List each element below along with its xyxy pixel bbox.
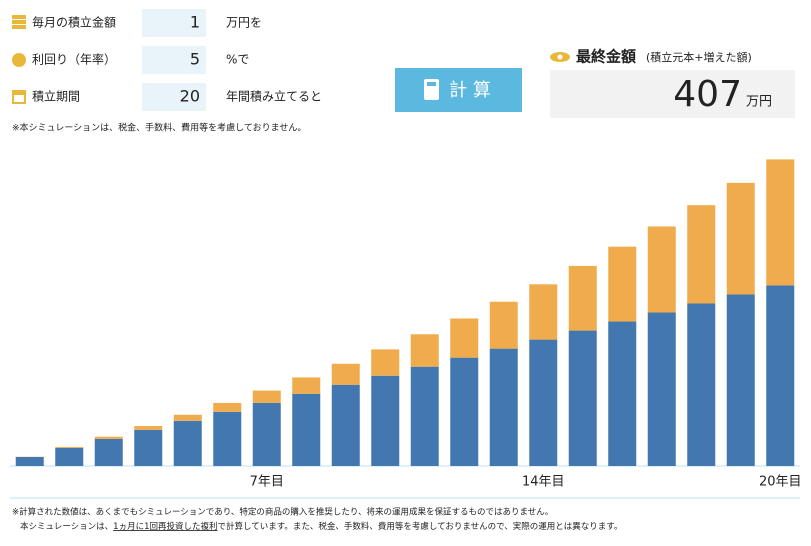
field-label: 積立期間 xyxy=(32,89,80,104)
calc-button[interactable] xyxy=(395,68,522,112)
coin-icon xyxy=(12,15,26,29)
x-tick-label: 20年目 xyxy=(759,475,802,490)
bar-segment xyxy=(292,393,321,466)
bar-segment xyxy=(647,226,676,313)
bar-segment xyxy=(687,205,716,304)
result-unit: 万円 xyxy=(746,95,772,110)
bar-segment xyxy=(687,303,716,466)
x-tick-label: 14年目 xyxy=(522,475,565,490)
footer-note: ※計算された数値は、あくまでもシミュレーションであり、特定の商品の購入を推奨した… xyxy=(12,507,553,518)
bar-segment xyxy=(15,456,44,466)
bar-segment xyxy=(55,447,84,466)
bar-segment xyxy=(134,426,163,430)
field-unit: %で xyxy=(226,53,249,67)
input-box[interactable] xyxy=(142,46,206,74)
bar-segment xyxy=(608,246,637,322)
footer-link: 1ヵ月に1回再投資した複利 xyxy=(113,521,217,532)
footer-part: 本シミュレーションは、 xyxy=(20,521,113,532)
bar-segment xyxy=(134,429,163,466)
field-label: 毎月の積立金額 xyxy=(32,15,116,30)
eye-icon xyxy=(550,52,570,62)
bar-segment xyxy=(371,349,400,376)
button-label[interactable]: 計 算 xyxy=(449,80,491,101)
result-title: 最終金額 xyxy=(576,48,636,66)
bar-segment xyxy=(450,357,479,466)
bar-segment xyxy=(647,312,676,466)
bar-segment xyxy=(489,301,518,349)
result-value: 407 xyxy=(673,74,742,115)
field-value: 5 xyxy=(190,50,200,69)
bar-segment xyxy=(94,436,123,439)
calendar-icon xyxy=(12,90,26,104)
bar-segment xyxy=(489,348,518,466)
bar-segment xyxy=(410,334,439,367)
footer-note: 本シミュレーションは、1ヵ月に1回再投資した複利で計算しています。また、税金、手… xyxy=(20,521,622,532)
bar-segment xyxy=(766,285,795,466)
bar-segment xyxy=(450,318,479,358)
bar-segment xyxy=(726,294,755,466)
bar-segment xyxy=(213,402,242,412)
bar-segment xyxy=(252,390,281,403)
bar-segment xyxy=(568,265,597,331)
field-label: 利回り（年率） xyxy=(32,52,116,67)
bar-segment xyxy=(173,420,202,466)
bar-segment xyxy=(568,330,597,466)
bar-segment xyxy=(331,363,360,385)
bar-segment xyxy=(173,414,202,421)
input-box[interactable] xyxy=(142,9,206,37)
bar-segment xyxy=(94,438,123,466)
bar-segment xyxy=(766,159,795,286)
result-box xyxy=(550,70,795,118)
bar-segment xyxy=(410,366,439,466)
percent-icon xyxy=(12,53,26,67)
field-value: 20 xyxy=(180,87,200,106)
bar-segment xyxy=(292,377,321,394)
field-unit: 万円を xyxy=(226,16,262,30)
bar-segment xyxy=(371,375,400,466)
calc-icon xyxy=(424,79,439,100)
result-subtitle: (積立元本+増えた額) xyxy=(646,50,752,64)
bar-segment xyxy=(529,339,558,466)
bar-segment xyxy=(252,402,281,466)
field-value: 1 xyxy=(190,13,200,32)
x-tick-label: 7年目 xyxy=(250,475,284,490)
footer-part: で計算しています。また、税金、手数料、費用等を考慮しておりませんので、実際の運用… xyxy=(218,521,623,532)
input-box[interactable] xyxy=(142,83,206,111)
bar-segment xyxy=(608,321,637,466)
bar-segment xyxy=(55,446,84,448)
bar-segment xyxy=(331,384,360,466)
field-unit: 年間積み立てると xyxy=(226,89,322,104)
bar-segment xyxy=(529,284,558,340)
note: ※本シミュレーションは、税金、手数料、費用等を考慮しておりません。 xyxy=(12,122,306,134)
bar-segment xyxy=(213,411,242,466)
bar-segment xyxy=(726,182,755,295)
